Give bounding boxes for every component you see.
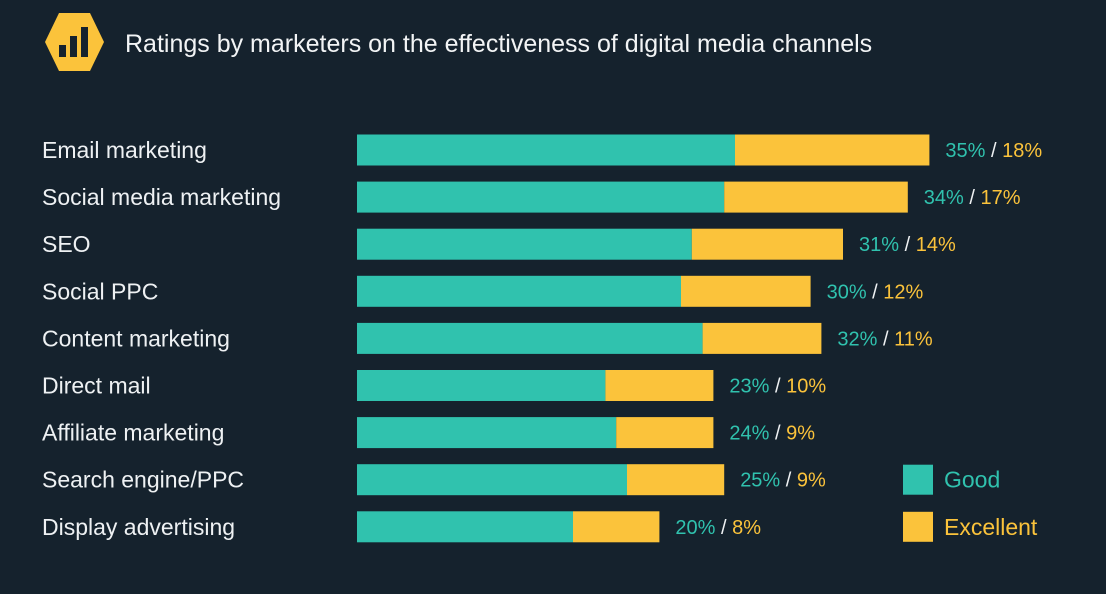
bar-excellent (691, 228, 843, 260)
value-label-excellent: 10% (786, 376, 826, 398)
bar-good (357, 275, 681, 307)
value-label: 35% / 18% (945, 140, 1042, 162)
value-label-separator: / (964, 187, 981, 209)
category-labels: Email marketing Social media marketing SEO… (42, 137, 281, 540)
legend: Good Excellent (903, 464, 1038, 542)
value-label: 32% / 11% (837, 328, 932, 350)
bar-good (357, 134, 735, 166)
value-label-separator: / (780, 470, 797, 492)
icon-bar-2 (70, 36, 77, 57)
category-label: Content marketing (42, 325, 230, 351)
icon-bar-3 (81, 27, 88, 57)
value-label: 25% / 9% (740, 470, 826, 492)
value-label: 30% / 12% (827, 281, 924, 303)
value-label-good: 32% (837, 328, 877, 350)
value-label-excellent: 11% (894, 328, 933, 350)
bar-good (357, 417, 617, 449)
value-label-good: 23% (729, 376, 769, 398)
chart-title: Ratings by marketers on the effectivenes… (125, 30, 872, 58)
value-label-separator: / (867, 281, 884, 303)
bar-good (357, 464, 627, 496)
bar-excellent (681, 275, 811, 307)
value-label-excellent: 18% (1002, 140, 1042, 162)
bar-good (357, 322, 703, 354)
value-label: 34% / 17% (924, 187, 1021, 209)
value-label-separator: / (769, 376, 786, 398)
bar-excellent (616, 417, 714, 449)
value-label-good: 30% (827, 281, 867, 303)
value-label-excellent: 9% (797, 470, 826, 492)
value-label-separator: / (985, 140, 1002, 162)
value-label-excellent: 17% (981, 187, 1021, 209)
legend-label-excellent: Excellent (944, 514, 1038, 540)
bar-excellent (735, 134, 930, 166)
bar-excellent (627, 464, 725, 496)
bar-excellent (573, 511, 660, 543)
bar-excellent (702, 322, 822, 354)
category-label: Social media marketing (42, 184, 281, 210)
bar-good (357, 228, 692, 260)
bar-good (357, 181, 725, 213)
value-label-excellent: 8% (732, 517, 761, 539)
category-label: Search engine/PPC (42, 467, 244, 493)
value-label-separator: / (715, 517, 732, 539)
category-label: Social PPC (42, 278, 158, 304)
value-label-excellent: 9% (786, 423, 815, 445)
value-labels: 35% / 18% 34% / 17% 31% / 14% 30% / 12% 32% … (675, 140, 1042, 539)
category-label: Direct mail (42, 373, 151, 399)
value-label-separator: / (899, 234, 916, 256)
category-label: Email marketing (42, 137, 207, 163)
icon-bar-1 (59, 45, 66, 57)
value-label: 23% / 10% (729, 376, 826, 398)
value-label-good: 20% (675, 517, 715, 539)
value-label: 31% / 14% (859, 234, 956, 256)
bar-good (357, 370, 606, 401)
value-label: 24% / 9% (729, 423, 815, 445)
bar-chart-icon (45, 13, 104, 71)
legend-swatch-excellent (903, 511, 933, 542)
bars (357, 134, 930, 543)
value-label-excellent: 12% (883, 281, 923, 303)
value-label-excellent: 14% (916, 234, 956, 256)
value-label-good: 24% (729, 423, 769, 445)
bar-good (357, 511, 573, 543)
category-label: SEO (42, 231, 91, 257)
value-label-separator: / (769, 423, 786, 445)
category-label: Display advertising (42, 514, 235, 540)
legend-swatch-good (903, 464, 933, 495)
value-label-separator: / (877, 328, 894, 350)
value-label-good: 31% (859, 234, 899, 256)
value-label-good: 35% (945, 140, 985, 162)
bar-excellent (724, 181, 908, 213)
bar-excellent (605, 370, 714, 401)
value-label: 20% / 8% (675, 517, 761, 539)
value-label-good: 34% (924, 187, 964, 209)
legend-label-good: Good (944, 467, 1000, 493)
category-label: Affiliate marketing (42, 420, 224, 446)
value-label-good: 25% (740, 470, 780, 492)
